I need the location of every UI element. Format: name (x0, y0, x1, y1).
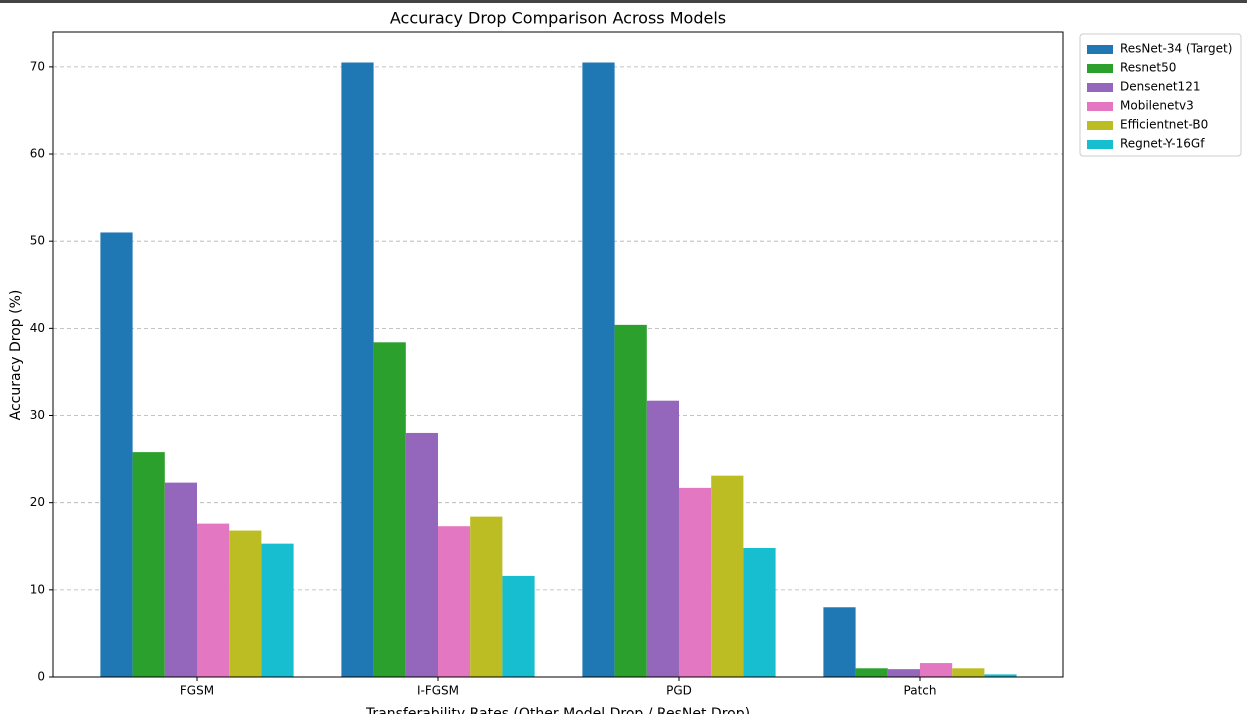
legend-swatch (1087, 83, 1113, 92)
bar (743, 548, 776, 677)
y-tick-label: 0 (37, 670, 45, 684)
y-tick-label: 40 (30, 321, 45, 335)
y-tick-label: 10 (30, 582, 45, 596)
bar (229, 530, 262, 677)
bar (100, 232, 133, 678)
bar (614, 324, 647, 677)
legend-label: Resnet50 (1120, 61, 1176, 75)
y-tick-label: 60 (30, 147, 45, 161)
legend-swatch (1087, 140, 1113, 149)
plot-frame (52, 31, 1064, 678)
y-tick-label: 20 (30, 495, 45, 509)
chart-title: Accuracy Drop Comparison Across Models (390, 9, 726, 28)
bar (164, 482, 197, 677)
bar (646, 400, 679, 677)
bar (984, 674, 1017, 677)
bar (438, 526, 471, 677)
y-tick-label: 50 (30, 234, 45, 248)
bar (261, 543, 294, 677)
bar (823, 607, 856, 677)
legend-swatch (1087, 64, 1113, 73)
legend-label: Mobilenetv3 (1120, 99, 1194, 113)
legend-label: Densenet121 (1120, 80, 1200, 94)
x-tick-label: Patch (904, 684, 937, 698)
bar (341, 62, 374, 677)
y-tick-label: 70 (30, 59, 45, 73)
legend-swatch (1087, 45, 1113, 54)
x-tick-label: FGSM (180, 684, 214, 698)
bar (952, 668, 985, 677)
legend-label: Regnet-Y-16Gf (1120, 137, 1205, 151)
x-tick-label: I-FGSM (417, 684, 459, 698)
bar (502, 575, 535, 677)
x-tick-label: PGD (666, 684, 692, 698)
y-tick-label: 30 (30, 408, 45, 422)
legend-swatch (1087, 102, 1113, 111)
bar (887, 669, 920, 677)
bar (920, 663, 953, 677)
bar (679, 487, 712, 677)
bar (373, 342, 406, 677)
legend-swatch (1087, 121, 1113, 130)
bar (197, 523, 230, 677)
bar (582, 62, 615, 677)
legend-box (1079, 33, 1242, 157)
y-axis-label: Accuracy Drop (%) (8, 290, 24, 421)
bar (132, 452, 165, 677)
legend-label: ResNet-34 (Target) (1120, 42, 1232, 56)
bar (711, 475, 744, 677)
bar (855, 668, 888, 677)
bar (405, 432, 438, 677)
bar (470, 516, 503, 677)
x-axis-label: Transferability Rates (Other Model Drop … (365, 706, 750, 714)
top-border (0, 0, 1247, 3)
legend-label: Efficientnet-B0 (1120, 118, 1208, 132)
